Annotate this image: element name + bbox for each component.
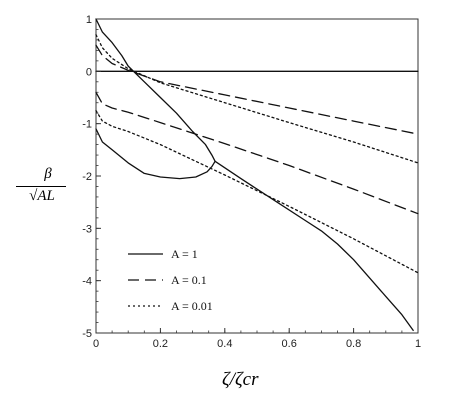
y-axis-label-fraction-bar [16,186,66,187]
x-tick-label: 0.8 [346,338,361,350]
series-line-0-branch-2 [214,160,414,332]
legend-label-1: A = 0.1 [171,273,207,287]
x-tick-label: 0 [93,338,99,350]
series-line-1-branch-0 [95,44,419,135]
series-line-0-branch-1 [95,128,216,180]
legend: A = 1 A = 0.1 A = 0.01 [128,247,213,313]
x-tick-label: 0.6 [282,338,297,350]
x-axis-label: ζ/ζcr [222,369,259,390]
y-axis-label-denominator: √AL [29,188,55,204]
series-line-1-branch-1 [95,91,419,215]
axes: 0 0.2 0.4 0.6 0.8 1 1 0 -1 -2 -3 -4 -5 [82,14,421,350]
legend-label-0: A = 1 [171,247,198,261]
x-tick-label: 0.4 [217,338,232,350]
plot-area [95,18,419,334]
y-tick-label: -3 [82,223,92,235]
y-tick-label: -5 [82,328,92,340]
series-layer [95,18,419,332]
y-tick-label: -2 [82,171,92,183]
plot-frame [95,18,419,334]
y-tick-label: -1 [82,119,92,131]
series-line-2-branch-0 [95,34,419,164]
y-tick-label: 0 [86,66,92,78]
x-tick-label: 1 [415,338,421,350]
series-line-0-branch-0 [95,18,216,162]
series-line-2-branch-1 [95,109,419,274]
x-tick-label: 0.2 [153,338,168,350]
y-tick-label: 1 [86,14,92,26]
y-axis-label-numerator: β [44,166,52,182]
y-tick-label: -4 [82,276,92,288]
legend-label-2: A = 0.01 [171,299,213,313]
